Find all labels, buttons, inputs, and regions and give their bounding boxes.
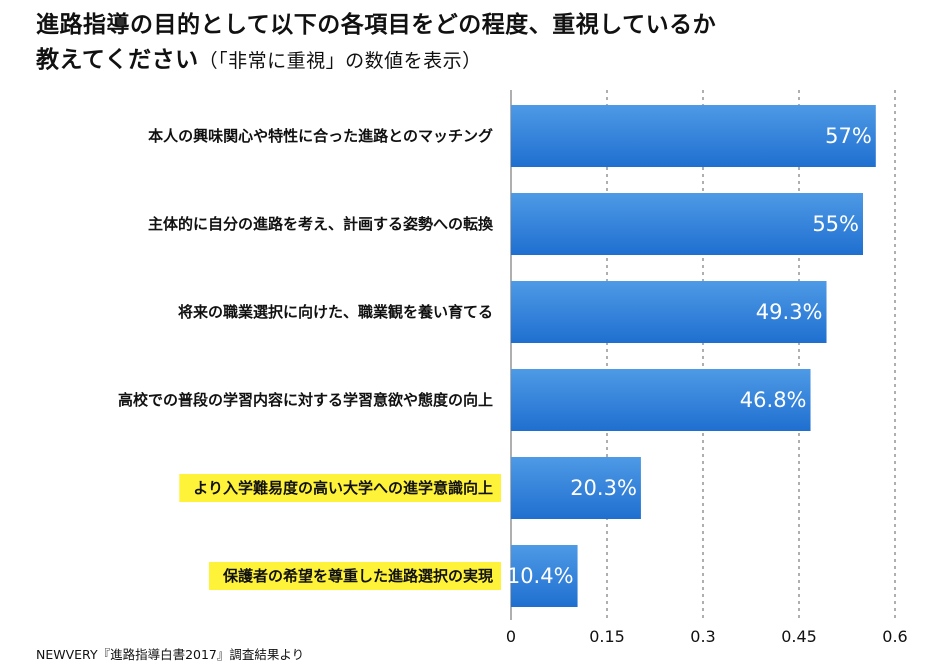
value-label: 55%	[812, 212, 859, 236]
label-highlights	[179, 474, 501, 590]
category-label: 高校での普段の学習内容に対する学習意欲や態度の向上	[118, 391, 493, 409]
bar	[511, 105, 876, 167]
bar	[511, 457, 641, 519]
title-line-1: 進路指導の目的として以下の各項目をどの程度、重視しているか	[36, 12, 717, 38]
value-label: 10.4%	[507, 564, 574, 588]
label-highlight	[208, 562, 501, 590]
x-tick-label: 0.15	[589, 627, 625, 646]
x-tick-label: 0	[506, 627, 516, 646]
bar	[511, 369, 811, 431]
grid-lines	[510, 90, 896, 620]
category-label: 主体的に自分の進路を考え、計画する姿勢への転換	[148, 215, 494, 233]
bar	[511, 193, 863, 255]
bar	[511, 281, 827, 343]
label-highlight	[179, 474, 501, 502]
category-label: 保護者の希望を尊重した進路選択の実現	[222, 567, 493, 585]
x-tick-label: 0.3	[690, 627, 715, 646]
x-tick-label: 0.45	[781, 627, 817, 646]
title-note: （「非常に重視」の数値を表示）	[198, 50, 482, 72]
value-label: 20.3%	[570, 476, 637, 500]
value-label: 49.3%	[756, 300, 823, 324]
chart-title: 進路指導の目的として以下の各項目をどの程度、重視しているか 教えてください（「非…	[36, 8, 916, 79]
category-label: より入学難易度の高い大学への進学意識向上	[193, 479, 493, 497]
title-line-2: 教えてください（「非常に重視」の数値を表示）	[36, 43, 916, 79]
x-tick-label: 0.6	[882, 627, 907, 646]
category-label: 将来の職業選択に向けた、職業観を養い育てる	[178, 303, 493, 321]
category-labels: 本人の興味関心や特性に合った進路とのマッチング主体的に自分の進路を考え、計画する…	[118, 127, 494, 585]
value-labels: 57% 55% 49.3% 46.8% 20.3% 10.4%	[507, 124, 872, 588]
source-note: NEWVERY『進路指導白書2017』調査結果より	[36, 647, 305, 662]
bar	[511, 545, 578, 607]
value-label: 57%	[825, 124, 872, 148]
category-label: 本人の興味関心や特性に合った進路とのマッチング	[148, 127, 493, 145]
title-question: 教えてください	[36, 47, 199, 73]
bars	[511, 105, 876, 607]
x-axis-ticks: 0 0.15 0.3 0.45 0.6	[506, 627, 908, 646]
value-label: 46.8%	[740, 388, 807, 412]
